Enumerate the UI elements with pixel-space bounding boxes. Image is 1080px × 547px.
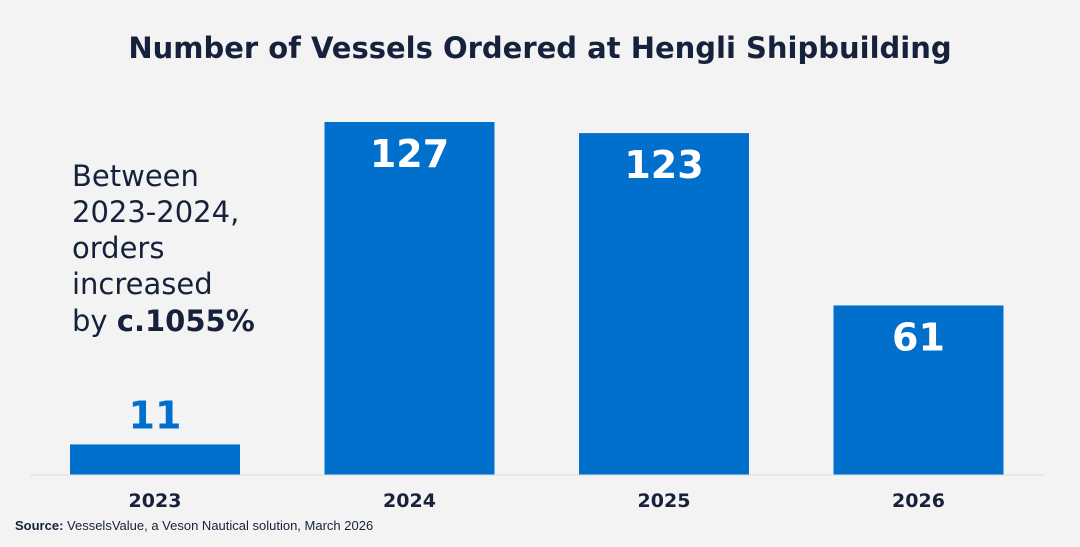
- bar-2026: [833, 305, 1004, 475]
- bar-value-label-2024: 127: [370, 132, 449, 176]
- x-tick-label-2023: 2023: [129, 490, 182, 512]
- annotation-highlight: c.1055%: [117, 304, 255, 338]
- x-tick-label-2025: 2025: [638, 490, 691, 512]
- source-label: Source:: [15, 518, 63, 533]
- bars-group: 11 127 123 61: [70, 122, 1004, 475]
- annotation-line-1: Between: [72, 159, 199, 193]
- annotation-line-2: 2023-2024,: [72, 195, 239, 229]
- annotation-line-5-prefix: by: [72, 304, 117, 338]
- bar-2024: [324, 122, 495, 475]
- source-text: VesselsValue, a Veson Nautical solution,…: [63, 518, 373, 533]
- bar-2025: [579, 133, 749, 475]
- annotation-line-4: increased: [72, 267, 213, 301]
- bar-value-label-2023: 11: [129, 393, 182, 437]
- annotation-line-3: orders: [72, 231, 164, 265]
- chart-title: Number of Vessels Ordered at Hengli Ship…: [128, 31, 951, 65]
- bar-value-label-2025: 123: [624, 143, 703, 187]
- x-tick-label-2026: 2026: [892, 490, 945, 512]
- source-note: Source: VesselsValue, a Veson Nautical s…: [15, 518, 373, 533]
- annotation-line-5: by c.1055%: [72, 304, 255, 338]
- x-tick-label-2024: 2024: [383, 490, 436, 512]
- bar-value-label-2026: 61: [892, 315, 945, 359]
- x-axis-ticks: 2023 2024 2025 2026: [129, 490, 945, 512]
- annotation-text: Between 2023-2024, orders increased by c…: [72, 159, 255, 338]
- bar-2023: [70, 444, 240, 475]
